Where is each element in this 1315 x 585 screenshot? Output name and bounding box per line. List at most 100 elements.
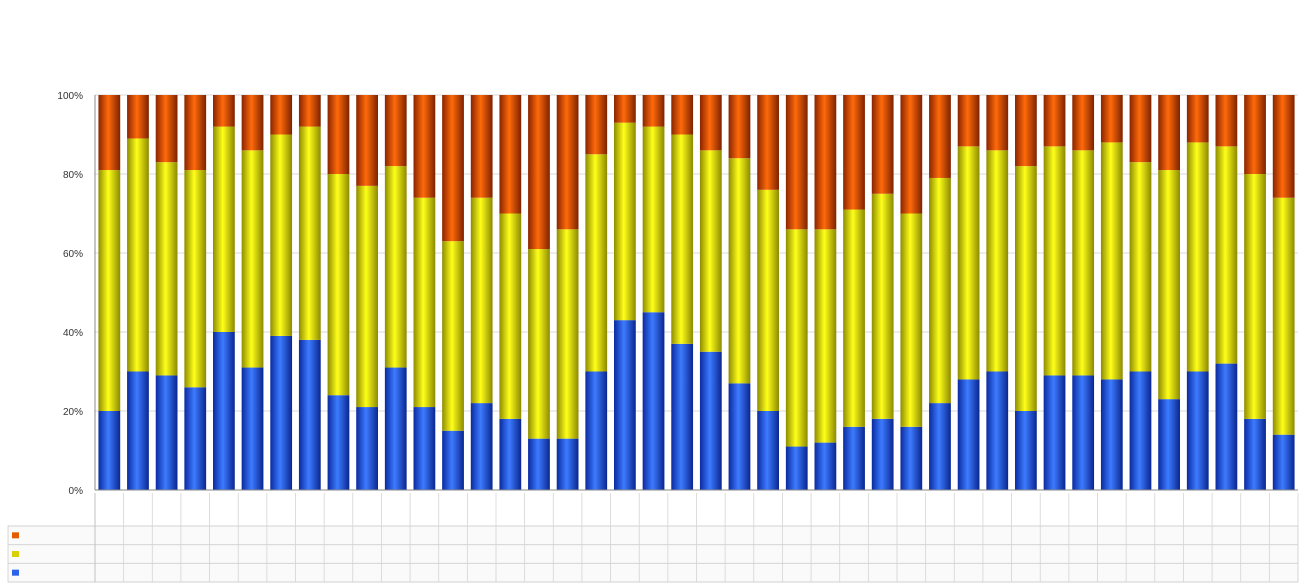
bar-segment-series-2 (1072, 150, 1095, 376)
bar-segment-series-2 (585, 154, 608, 372)
bar-segment-series-1 (442, 430, 464, 490)
bar-segment-series-1 (98, 411, 121, 490)
y-tick-label: 100% (57, 91, 83, 102)
bar-segment-series-3 (1100, 95, 1123, 143)
y-tick-label: 0% (69, 486, 84, 497)
bar-segment-series-2 (528, 249, 550, 439)
bar-segment-series-1 (1129, 371, 1152, 490)
bar-segment-series-1 (699, 351, 722, 490)
bar-segment-series-3 (184, 95, 207, 171)
bar-segment-series-2 (356, 185, 378, 408)
data-table (7, 525, 1299, 583)
bar-segment-series-2 (699, 150, 722, 352)
bar-segment-series-3 (98, 95, 121, 171)
bar-segment-series-2 (556, 229, 579, 439)
bar-segment-series-3 (728, 95, 751, 159)
bar-segment-series-3 (499, 95, 522, 214)
bar-segment-series-2 (241, 150, 264, 368)
bar-segment-series-2 (184, 170, 207, 388)
bar-segment-series-2 (213, 126, 235, 332)
bar-segment-series-3 (671, 95, 694, 135)
legend-key-series-3 (12, 532, 19, 539)
bar-segment-series-3 (1072, 95, 1095, 151)
bar-segment-series-3 (556, 95, 579, 230)
y-tick-label: 40% (63, 328, 83, 339)
bar-segment-series-1 (1072, 375, 1095, 490)
bar-segment-series-1 (356, 407, 378, 490)
bar-segment-series-2 (614, 122, 636, 321)
bar-segment-series-2 (1129, 162, 1152, 372)
bar-segment-series-3 (1043, 95, 1066, 147)
bar-segment-series-2 (843, 209, 865, 427)
bar-segment-series-1 (871, 418, 894, 490)
legend-key-series-2 (12, 551, 19, 557)
bar-segment-series-1 (127, 371, 149, 490)
bar-segment-series-2 (155, 162, 178, 376)
bar-segment-series-2 (1158, 170, 1180, 400)
bar-segment-series-2 (671, 134, 694, 344)
bar-segment-series-2 (413, 197, 436, 408)
bar-segment-series-3 (298, 95, 321, 127)
bar-segment-series-2 (470, 197, 493, 404)
bar-segment-series-1 (671, 343, 694, 490)
bar-segment-series-3 (785, 95, 808, 230)
bar-segment-series-1 (1272, 434, 1295, 490)
bar-segment-series-3 (356, 95, 378, 186)
bar-segment-series-1 (413, 407, 436, 490)
y-tick-label: 80% (63, 170, 83, 181)
bar-segment-series-3 (1186, 95, 1209, 143)
bar-segment-series-2 (1244, 174, 1266, 419)
bar-segment-series-1 (184, 387, 207, 490)
bar-segment-series-1 (642, 312, 665, 490)
bar-segment-series-2 (127, 138, 149, 372)
bar-segment-series-1 (785, 446, 808, 490)
bar-segment-series-3 (384, 95, 407, 167)
plot-area (95, 95, 1298, 490)
bar-segment-series-1 (470, 403, 493, 490)
bar-segment-series-1 (986, 371, 1009, 490)
bar-segment-series-1 (384, 367, 407, 490)
bar-segment-series-3 (327, 95, 350, 174)
bar-segment-series-1 (585, 371, 608, 490)
bar-segment-series-2 (384, 166, 407, 368)
bar-segment-series-3 (1129, 95, 1152, 163)
bar-segment-series-1 (1215, 363, 1238, 490)
bar-segment-series-3 (1272, 95, 1295, 198)
bar-segment-series-1 (270, 335, 293, 490)
bar-segment-series-1 (757, 411, 779, 490)
bar-segment-series-2 (785, 229, 808, 447)
bar-segment-series-3 (1158, 95, 1180, 171)
bar-segment-series-3 (986, 95, 1009, 151)
bar-segment-series-1 (814, 442, 837, 490)
y-tick-label: 60% (63, 249, 83, 260)
bar-segment-series-1 (327, 395, 350, 490)
bar-segment-series-3 (1015, 95, 1037, 167)
bar-segment-series-2 (957, 146, 980, 380)
bar-segment-series-2 (442, 241, 464, 431)
bar-segment-series-1 (1244, 418, 1266, 490)
bar-segment-series-3 (213, 95, 235, 127)
bar-segment-series-3 (241, 95, 264, 151)
bar-segment-series-3 (585, 95, 608, 155)
bar-segment-series-3 (843, 95, 865, 210)
bar-segment-series-2 (814, 229, 837, 443)
bar-segment-series-2 (1215, 146, 1238, 364)
bar-segment-series-1 (528, 438, 550, 490)
bar-segment-series-1 (1043, 375, 1066, 490)
bar-segment-series-3 (442, 95, 464, 242)
bar-segment-series-2 (757, 189, 779, 411)
bar-segment-series-1 (1100, 379, 1123, 490)
bar-segment-series-2 (1186, 142, 1209, 372)
bar-segment-series-3 (127, 95, 149, 139)
bar-segment-series-2 (1272, 197, 1295, 435)
bar-segment-series-3 (814, 95, 837, 230)
bar-segment-series-1 (556, 438, 579, 490)
bar-segment-series-3 (929, 95, 951, 178)
bar-segment-series-2 (642, 126, 665, 313)
bar-segment-series-1 (843, 426, 865, 490)
bar-segment-series-2 (298, 126, 321, 340)
bar-segment-series-3 (757, 95, 779, 190)
bar-segment-series-1 (614, 320, 636, 490)
